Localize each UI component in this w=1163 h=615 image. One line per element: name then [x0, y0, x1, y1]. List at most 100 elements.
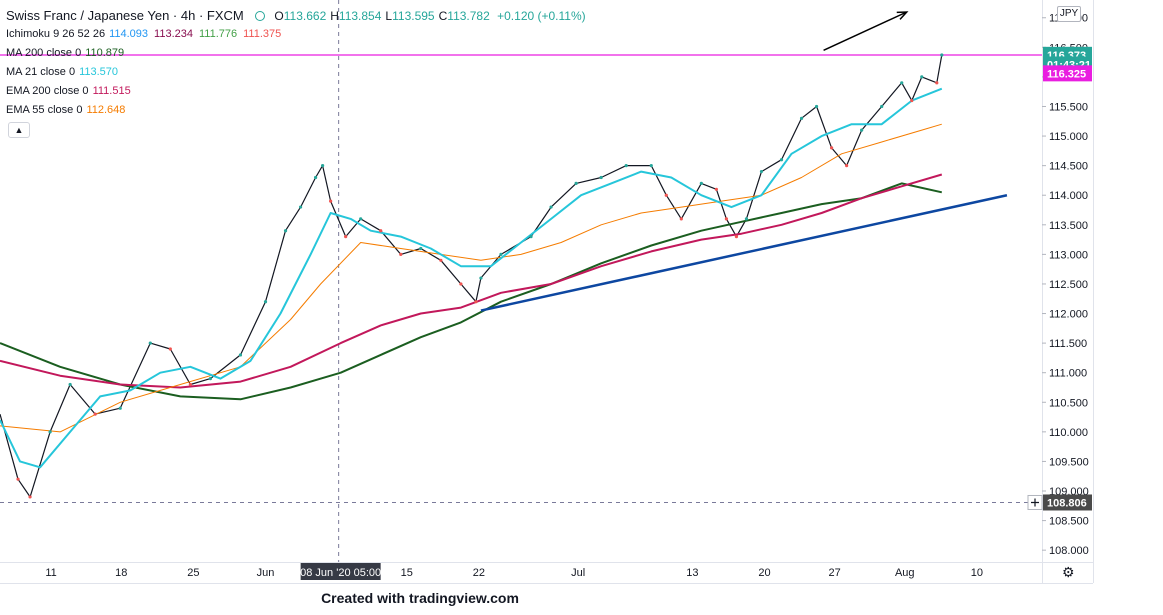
price-badge: [1043, 65, 1092, 82]
price-point: [744, 217, 749, 221]
indicator-label: MA 200 close 0: [6, 47, 82, 59]
ohlc-key: H: [330, 9, 339, 23]
price-point: [799, 116, 804, 120]
y-tick-label: 111.000: [1049, 368, 1087, 380]
price-point: [28, 495, 32, 499]
y-tick-label: 114.500: [1049, 161, 1088, 173]
indicator-label: MA 21 close 0: [6, 66, 76, 78]
x-tick-label: Jul: [571, 567, 585, 579]
y-tick-label: 110.000: [1049, 427, 1088, 439]
y-tick-label: 115.000: [1049, 131, 1088, 143]
ohlc-value: 113.782: [447, 9, 490, 23]
price-point: [664, 193, 668, 197]
y-tick-label: 113.500: [1049, 220, 1088, 232]
x-tick-label: 22: [473, 567, 485, 579]
ohlc-key: C: [438, 9, 448, 23]
price-point: [238, 353, 243, 357]
price-point: [459, 282, 463, 286]
price-point: [910, 98, 914, 103]
price-point: [48, 430, 52, 434]
price-point: [344, 235, 348, 239]
series-line-1: [0, 182, 943, 401]
y-tick-label: 112.000: [1049, 309, 1088, 321]
price-badge: [1043, 494, 1092, 511]
price-point: [714, 187, 718, 191]
price-point: [900, 81, 904, 85]
chart-legend: Swiss Franc / Japanese Yen · 4h · FXCM O…: [6, 6, 586, 120]
chevron-up-icon[interactable]: ▲: [8, 122, 30, 138]
indicator-value: 112.648: [86, 104, 126, 116]
ohlc-value: 113.854: [338, 9, 382, 23]
indicator-list: Ichimoku 9 26 52 26 114.093 113.234 111.776…: [6, 25, 586, 120]
indicator-row[interactable]: Ichimoku 9 26 52 26 114.093 113.234 111.776…: [6, 25, 586, 44]
y-tick-label: 114.000: [1049, 190, 1088, 202]
gear-icon[interactable]: ⚙: [1062, 564, 1075, 580]
price-point: [419, 246, 423, 251]
price-point: [649, 164, 653, 168]
x-tick-label: 10: [971, 567, 983, 579]
ohlc-values: O113.662 H113.854 L113.595 C113.782: [274, 9, 493, 23]
price-point: [779, 158, 784, 162]
price-point: [118, 406, 122, 410]
price-point: [298, 205, 303, 209]
price-point: [379, 229, 383, 233]
indicator-value: 111.515: [92, 85, 131, 97]
price-point: [880, 104, 884, 109]
price-badge-label: 116.325: [1047, 68, 1086, 80]
price-point: [759, 169, 764, 174]
y-tick-label: 110.500: [1049, 397, 1088, 409]
ohlc-value: 113.662: [283, 9, 327, 23]
price-point: [479, 276, 483, 280]
indicator-row[interactable]: MA 200 close 0 110.879: [6, 44, 586, 63]
x-tick-label: 11: [45, 567, 56, 579]
indicator-label: Ichimoku 9 26 52 26: [6, 28, 106, 40]
price-point: [624, 164, 628, 168]
y-tick-label: 112.500: [1049, 279, 1088, 291]
ohlc-key: O: [274, 9, 284, 23]
price-point: [940, 53, 944, 57]
indicator-row[interactable]: EMA 200 close 0 111.515: [6, 82, 586, 101]
price-point: [474, 300, 478, 304]
indicator-label: EMA 200 close 0: [6, 85, 89, 97]
y-tick-label: 113.000: [1049, 249, 1088, 261]
price-point: [845, 164, 849, 168]
arrow-head: [896, 11, 909, 20]
price-point: [549, 205, 553, 209]
price-point: [16, 477, 20, 481]
x-tick-label: Jun: [257, 567, 275, 579]
indicator-value: 111.375: [243, 28, 282, 40]
y-tick-label: 111.500: [1049, 338, 1087, 350]
price-point: [359, 217, 363, 221]
price-point: [168, 347, 172, 351]
series-line-0: [0, 54, 943, 498]
indicator-value: 110.879: [85, 47, 125, 59]
y-tick-label: 115.500: [1049, 101, 1088, 113]
x-tick-label: 15: [401, 567, 413, 579]
price-point: [321, 164, 325, 168]
price-point: [329, 199, 333, 203]
y-tick-label: 108.500: [1049, 516, 1089, 528]
symbol-title[interactable]: Swiss Franc / Japanese Yen · 4h · FXCM: [6, 8, 244, 23]
x-tick-label: Aug: [895, 567, 915, 579]
projection-arrow: [823, 11, 908, 51]
price-point: [599, 175, 603, 180]
indicator-row[interactable]: EMA 55 close 0 112.648: [6, 101, 586, 120]
indicator-value: 111.776: [198, 28, 238, 40]
x-tick-label: 25: [187, 567, 199, 579]
price-point: [529, 235, 533, 239]
price-point: [920, 75, 924, 79]
price-point: [188, 382, 192, 387]
trendline: [480, 194, 1008, 312]
x-tick-label: 13: [686, 567, 698, 579]
currency-label[interactable]: JPY: [1057, 6, 1081, 22]
x-tick-label: 27: [828, 567, 840, 579]
price-point: [499, 252, 503, 256]
plus-icon-glyph: [1031, 498, 1039, 507]
symbol-row: Swiss Franc / Japanese Yen · 4h · FXCM O…: [6, 6, 586, 25]
indicator-label: EMA 55 close 0: [6, 104, 83, 116]
price-point: [314, 175, 318, 180]
indicator-row[interactable]: MA 21 close 0 113.570: [6, 63, 586, 82]
price-point: [263, 300, 268, 304]
price-point: [724, 217, 728, 221]
